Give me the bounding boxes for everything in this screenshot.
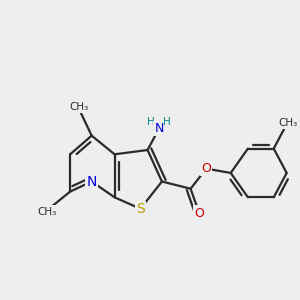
Text: N: N xyxy=(86,175,97,188)
Text: CH₃: CH₃ xyxy=(69,102,88,112)
Text: S: S xyxy=(136,202,145,216)
Text: O: O xyxy=(201,162,211,175)
Text: H: H xyxy=(147,117,155,127)
Text: H: H xyxy=(163,117,171,127)
Text: N: N xyxy=(154,122,164,135)
Text: O: O xyxy=(194,207,204,220)
Text: CH₃: CH₃ xyxy=(278,118,298,128)
Text: CH₃: CH₃ xyxy=(38,207,57,217)
